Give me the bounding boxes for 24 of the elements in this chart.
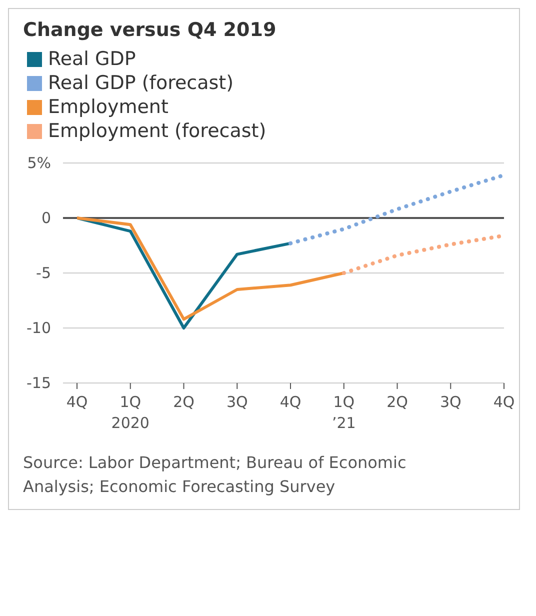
y-tick-label: -15 [26, 374, 51, 392]
x-tick-label: 4Q [493, 393, 515, 411]
legend-label: Real GDP (forecast) [48, 71, 234, 95]
line-series [77, 216, 346, 321]
line-series [77, 216, 292, 330]
y-tick-label: -5 [36, 264, 51, 282]
y-tick-label: 5% [27, 154, 51, 172]
legend-label: Employment [48, 95, 168, 119]
legend-label: Real GDP [48, 47, 136, 71]
chart-title: Change versus Q4 2019 [23, 19, 278, 41]
x-tick-label: 1Q ’21 [332, 393, 356, 432]
source-note: Source: Labor Department; Bureau of Economic Analysis; Economic Forecasting Survey [23, 452, 408, 498]
x-tick-label: 3Q [440, 393, 462, 411]
y-tick-label: 0 [41, 209, 51, 227]
x-tick-label: 2Q [173, 393, 194, 411]
y-tick-label: -10 [26, 319, 51, 337]
x-tick-label: 1Q 2020 [111, 393, 150, 432]
x-tick-label: 4Q [280, 393, 302, 411]
x-tick-label: 4Q [66, 393, 88, 411]
line-series [342, 234, 504, 275]
x-tick-label: 2Q [386, 393, 408, 411]
legend-label: Employment (forecast) [48, 119, 266, 143]
x-tick-label: 3Q [226, 393, 248, 411]
line-series [288, 173, 504, 246]
